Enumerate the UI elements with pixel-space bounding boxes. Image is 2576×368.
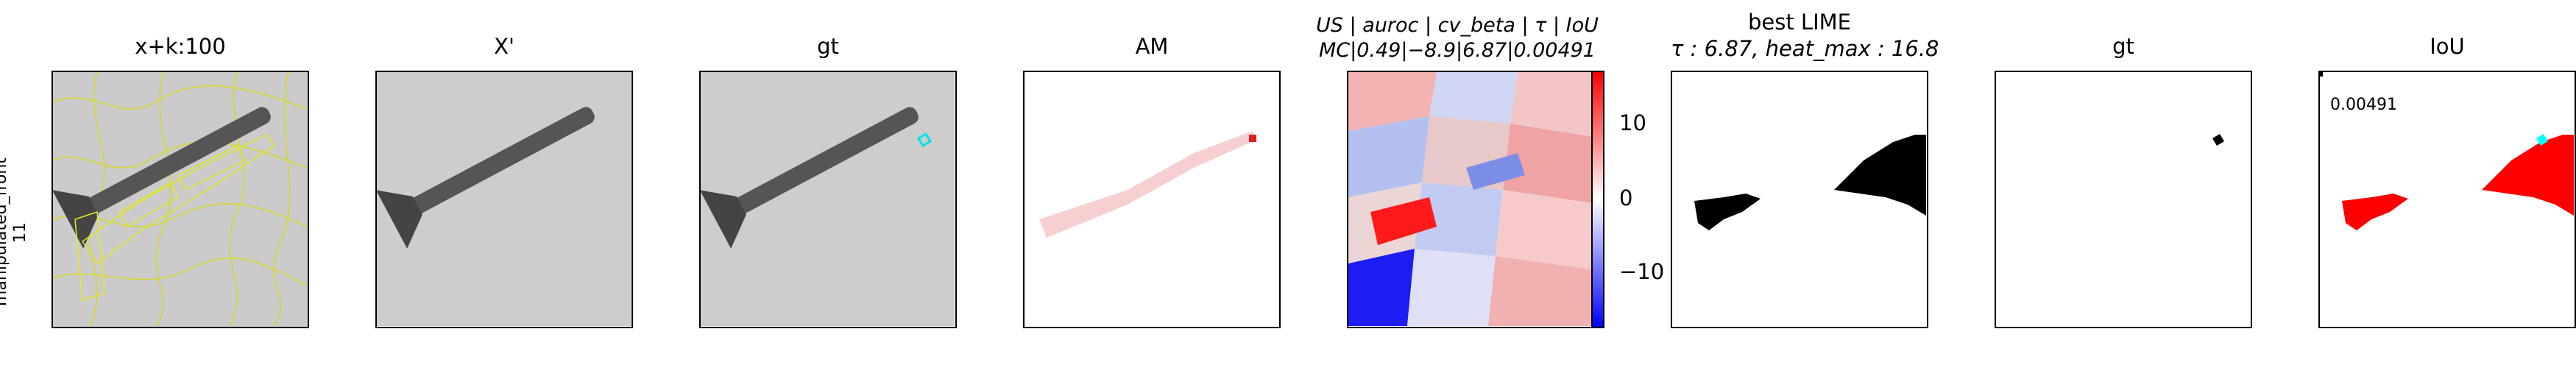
screw-gt-image [701,72,955,326]
row-label: manipulated_front 11 [0,158,30,306]
panel-title-am: AM [1135,34,1169,59]
lime-title-line1: best LIME [1747,10,1851,35]
iou-overlay [2320,72,2574,326]
row-label-line1: manipulated_front [0,158,10,306]
panel-title-lime: best LIME τ : 6.87, heat_max : 16.8 [1671,9,1939,62]
iou-value: 0.00491 [2330,96,2397,114]
iou-panel: 0.00491 [2318,71,2576,328]
colorbar-tick-0: 0 [1619,185,1633,210]
colorbar [1591,71,1604,328]
am-panel [1023,71,1281,328]
row-label-line2: 11 [11,222,29,243]
panel-title-gt-2: gt [2112,34,2134,59]
lime-mask-panel [1671,71,1928,328]
superpixel-overlay-image [53,72,307,326]
panel-title-us: US | auroc | cv_beta | τ | IoU MC|0.49|−… [1310,13,1604,63]
gt-mask [1996,72,2250,326]
superpixel-heatmap [1348,72,1602,326]
us-heatmap-panel [1347,71,1604,328]
input-image-panel [52,71,309,328]
panel-title-input: x+k:100 [135,34,226,59]
panel-title-gt: gt [817,34,839,59]
us-title-line2: MC|0.49|−8.9|6.87|0.00491 [1319,39,1596,62]
lime-mask [1672,72,1926,326]
lime-title-line2: τ : 6.87, heat_max : 16.8 [1671,36,1939,61]
panel-title-iou: IoU [2430,34,2465,59]
gt-mask-panel [1995,71,2252,328]
am-heatmap [1025,72,1278,326]
panel-title-xprime: X' [494,34,514,59]
screw-image [377,72,631,326]
xprime-image-panel [375,71,633,328]
colorbar-tick-10: 10 [1619,110,1646,135]
us-title-line1: US | auroc | cv_beta | τ | IoU [1316,14,1599,37]
gt-image-panel [699,71,957,328]
colorbar-tick-neg10: −10 [1619,259,1665,284]
